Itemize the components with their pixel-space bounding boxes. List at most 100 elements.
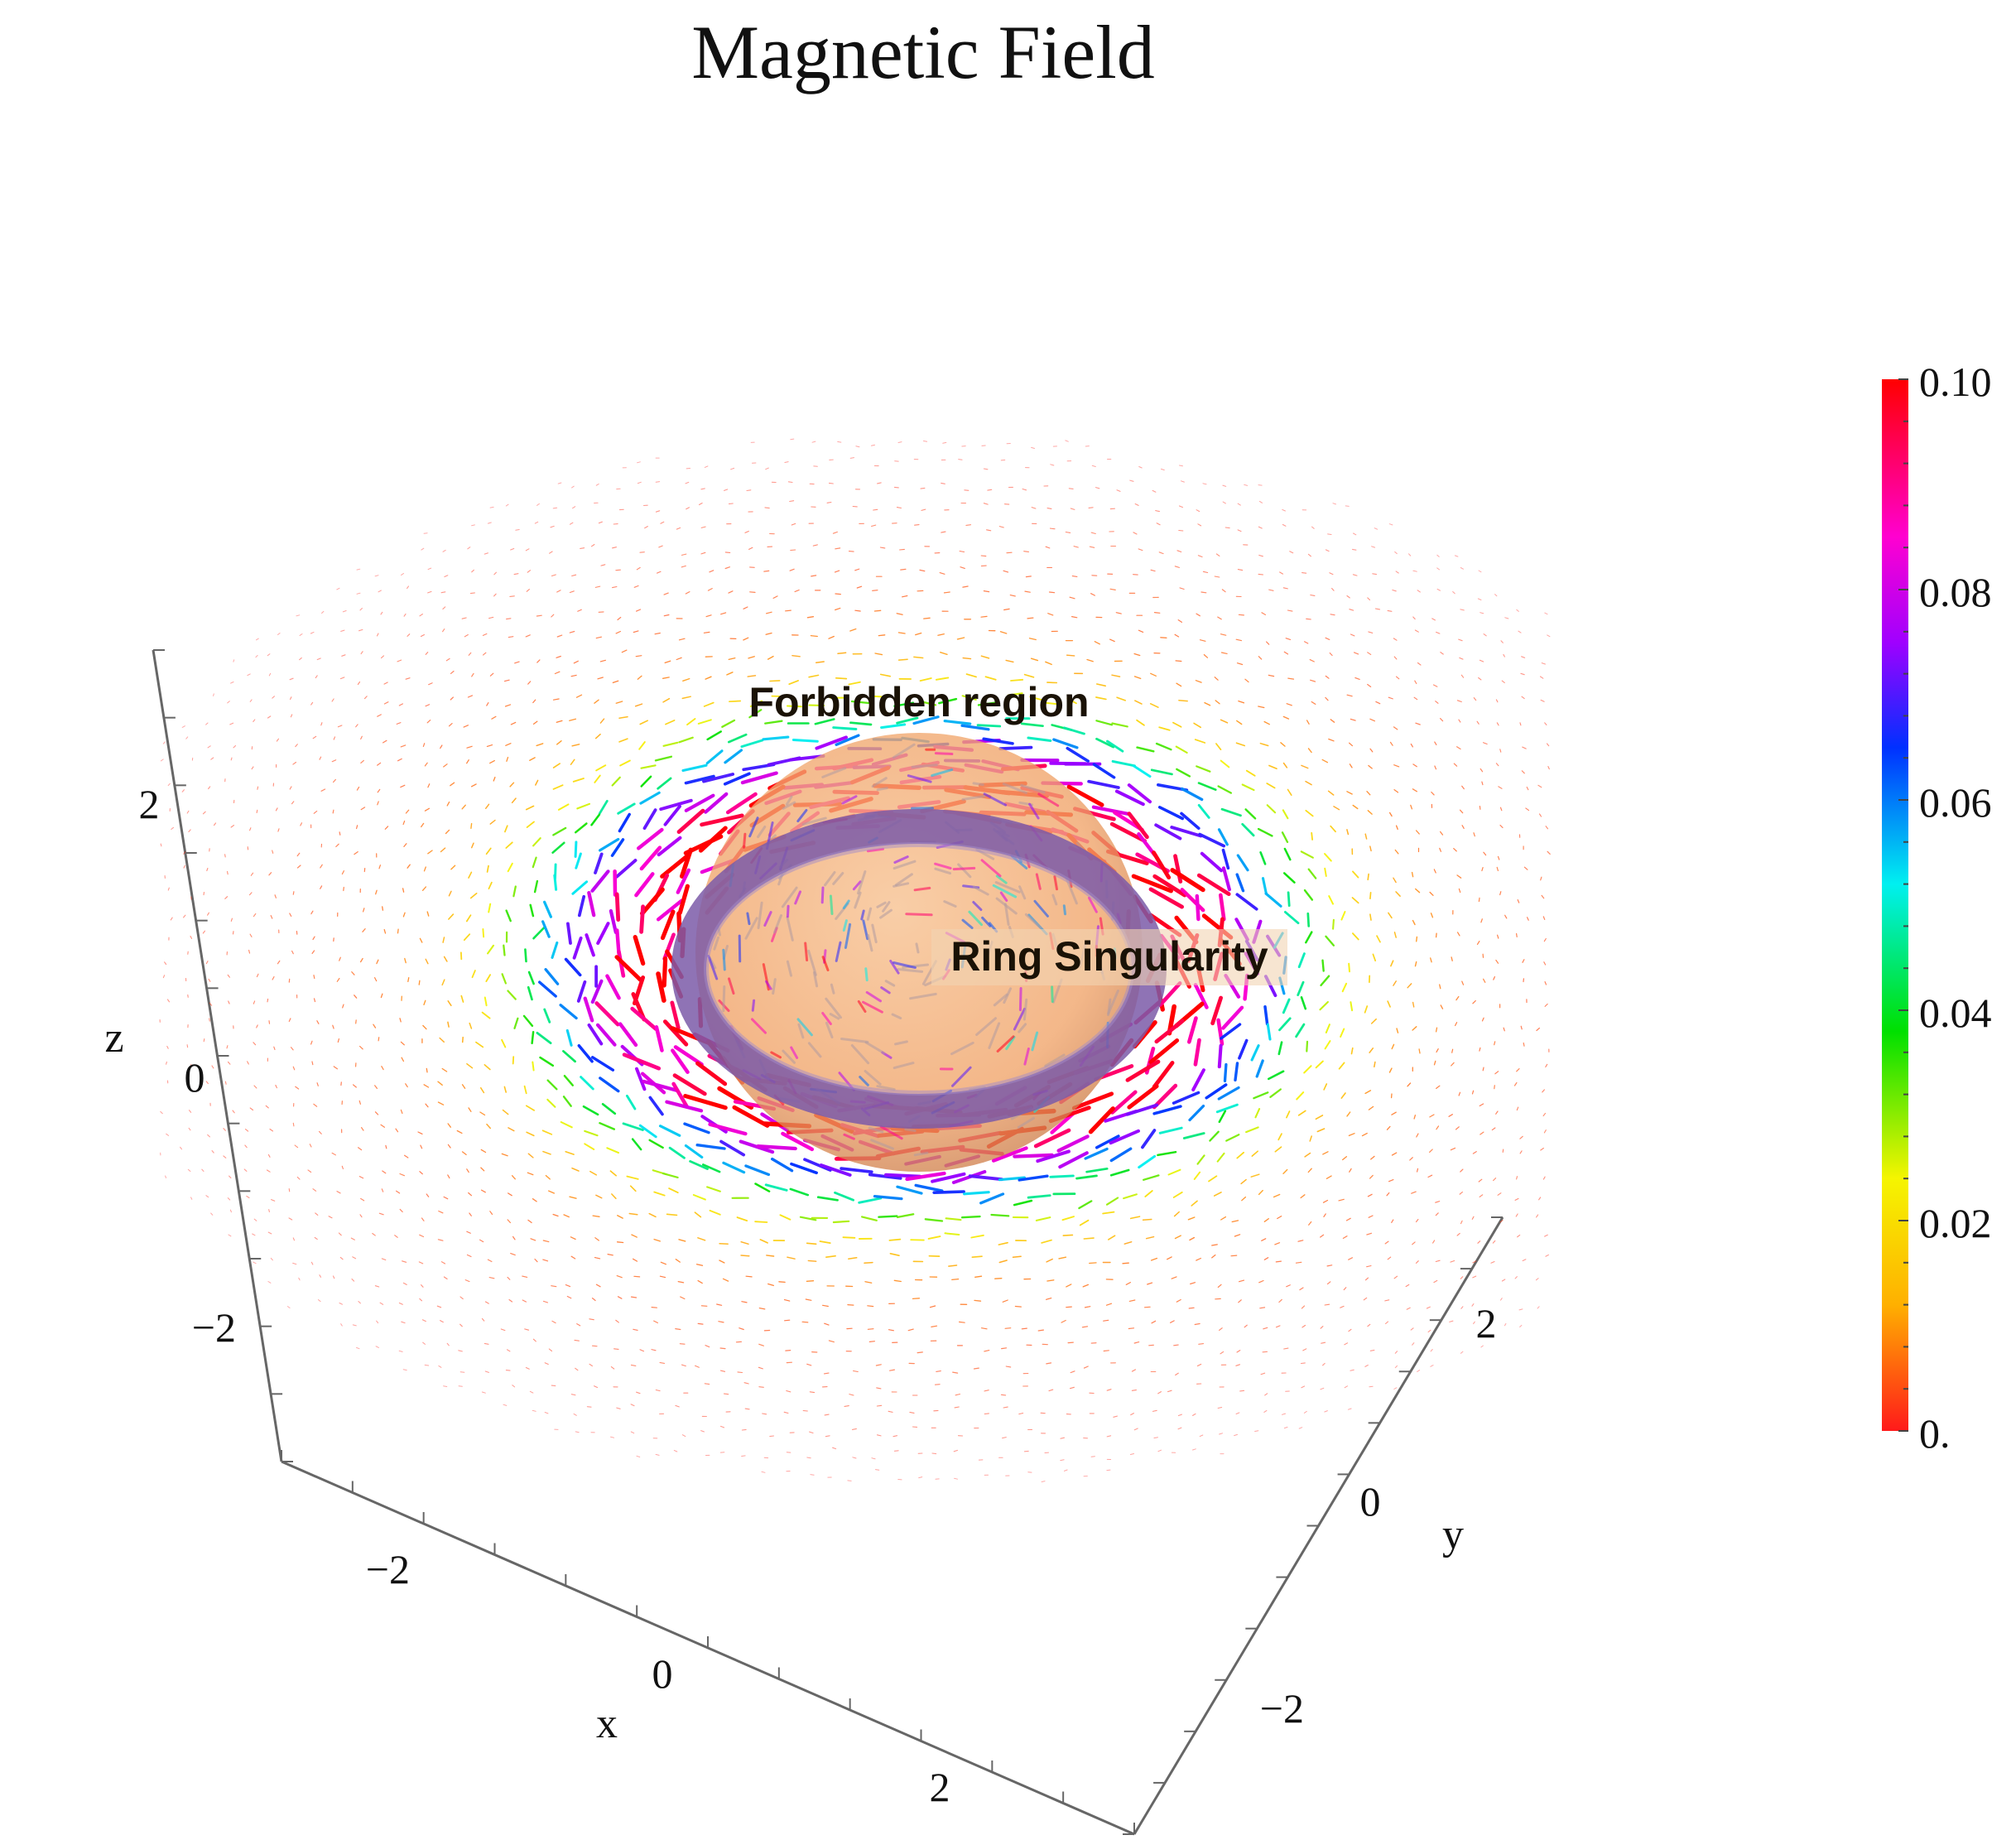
field-arrow bbox=[1193, 983, 1209, 1009]
field-arrow bbox=[1244, 678, 1249, 683]
field-arrow bbox=[315, 1212, 319, 1216]
field-arrow bbox=[1412, 616, 1416, 620]
field-arrow bbox=[802, 1409, 808, 1412]
field-arrow bbox=[352, 1324, 357, 1327]
field-arrow bbox=[536, 743, 544, 747]
field-arrow bbox=[1195, 894, 1200, 922]
field-arrow bbox=[924, 1218, 944, 1222]
field-arrow bbox=[288, 1188, 291, 1192]
field-arrow bbox=[1522, 1259, 1527, 1262]
surface-arrow bbox=[905, 913, 933, 917]
field-arrow bbox=[703, 631, 710, 633]
field-arrow bbox=[421, 886, 427, 891]
field-arrow bbox=[919, 677, 932, 682]
field-arrow bbox=[974, 1299, 982, 1302]
field-arrow bbox=[295, 1086, 300, 1090]
field-arrow bbox=[805, 1298, 812, 1301]
field-arrow bbox=[207, 745, 211, 749]
field-arrow bbox=[998, 1241, 1008, 1245]
field-arrow bbox=[475, 1041, 484, 1048]
surface-arrow bbox=[871, 923, 878, 944]
field-arrow bbox=[1480, 918, 1483, 923]
field-arrow bbox=[423, 999, 426, 1006]
field-arrow bbox=[1295, 1023, 1306, 1038]
field-arrow bbox=[1372, 573, 1378, 576]
field-arrow bbox=[486, 744, 493, 748]
field-arrow bbox=[825, 1255, 836, 1258]
surface-arrow bbox=[911, 763, 938, 768]
field-arrow bbox=[1321, 759, 1329, 763]
field-arrow bbox=[927, 1235, 941, 1240]
field-arrow bbox=[1009, 594, 1016, 597]
field-arrow bbox=[912, 1298, 921, 1300]
field-arrow bbox=[944, 1232, 960, 1235]
field-arrow bbox=[694, 1211, 702, 1218]
field-arrow bbox=[1450, 1260, 1455, 1263]
field-arrow bbox=[556, 655, 561, 658]
field-arrow bbox=[874, 653, 883, 656]
field-arrow bbox=[493, 571, 497, 576]
field-arrow bbox=[848, 681, 861, 686]
surface-arrow bbox=[909, 992, 937, 1000]
field-arrow bbox=[445, 829, 450, 835]
field-arrow bbox=[983, 590, 990, 593]
field-arrow bbox=[1138, 629, 1144, 633]
field-arrow bbox=[1174, 1235, 1181, 1240]
field-arrow bbox=[697, 1279, 703, 1284]
field-arrow bbox=[600, 564, 606, 566]
field-arrow bbox=[706, 1186, 721, 1192]
field-arrow bbox=[1173, 854, 1183, 884]
field-arrow bbox=[1127, 812, 1149, 840]
field-arrow bbox=[501, 1038, 507, 1048]
field-arrow bbox=[835, 677, 848, 680]
field-arrow bbox=[609, 1170, 618, 1177]
field-arrow bbox=[1430, 913, 1434, 918]
field-arrow bbox=[1188, 1104, 1205, 1122]
field-arrow bbox=[965, 673, 977, 678]
field-arrow bbox=[1471, 1216, 1475, 1220]
field-arrow bbox=[634, 872, 655, 898]
field-arrow bbox=[1544, 1003, 1548, 1007]
field-arrow bbox=[1238, 1279, 1245, 1283]
field-arrow bbox=[1217, 1086, 1240, 1101]
field-arrow bbox=[376, 633, 379, 637]
field-arrow bbox=[1350, 718, 1356, 721]
field-arrow bbox=[1282, 872, 1296, 884]
field-arrow bbox=[292, 761, 297, 765]
field-arrow bbox=[1174, 633, 1180, 638]
field-arrow bbox=[1279, 571, 1284, 575]
field-arrow bbox=[615, 701, 623, 704]
field-arrow bbox=[1315, 1060, 1324, 1069]
field-arrow bbox=[1325, 549, 1330, 552]
field-arrow bbox=[1396, 1028, 1399, 1033]
field-arrow bbox=[401, 573, 404, 576]
field-arrow bbox=[188, 829, 191, 833]
field-arrow bbox=[670, 1000, 681, 1030]
field-arrow bbox=[635, 609, 642, 612]
field-arrow bbox=[657, 836, 682, 857]
surface-arrow bbox=[981, 916, 992, 927]
field-arrow bbox=[484, 996, 488, 1007]
field-arrow bbox=[811, 441, 816, 443]
field-arrow bbox=[736, 1216, 748, 1221]
axis-ticks bbox=[153, 649, 1503, 1835]
field-arrow bbox=[764, 720, 783, 725]
field-arrow bbox=[1219, 893, 1226, 922]
field-arrow bbox=[616, 1407, 621, 1409]
field-arrow bbox=[689, 1160, 709, 1170]
field-arrow bbox=[209, 1002, 213, 1006]
field-arrow bbox=[1225, 527, 1230, 529]
field-arrow bbox=[936, 1370, 941, 1372]
field-arrow bbox=[708, 1122, 748, 1136]
surface-arrow bbox=[993, 993, 1008, 1007]
field-arrow bbox=[1412, 919, 1416, 926]
field-arrow bbox=[700, 1305, 708, 1307]
surface-arrow bbox=[882, 901, 891, 913]
field-arrow bbox=[312, 936, 315, 941]
field-arrow bbox=[1384, 1240, 1389, 1245]
colorbar-tick-0.04: 0.04 bbox=[1919, 990, 1992, 1036]
field-arrow bbox=[1433, 869, 1436, 874]
field-arrow bbox=[359, 957, 363, 963]
field-arrow bbox=[1089, 1262, 1097, 1264]
field-arrow bbox=[1406, 1307, 1411, 1310]
